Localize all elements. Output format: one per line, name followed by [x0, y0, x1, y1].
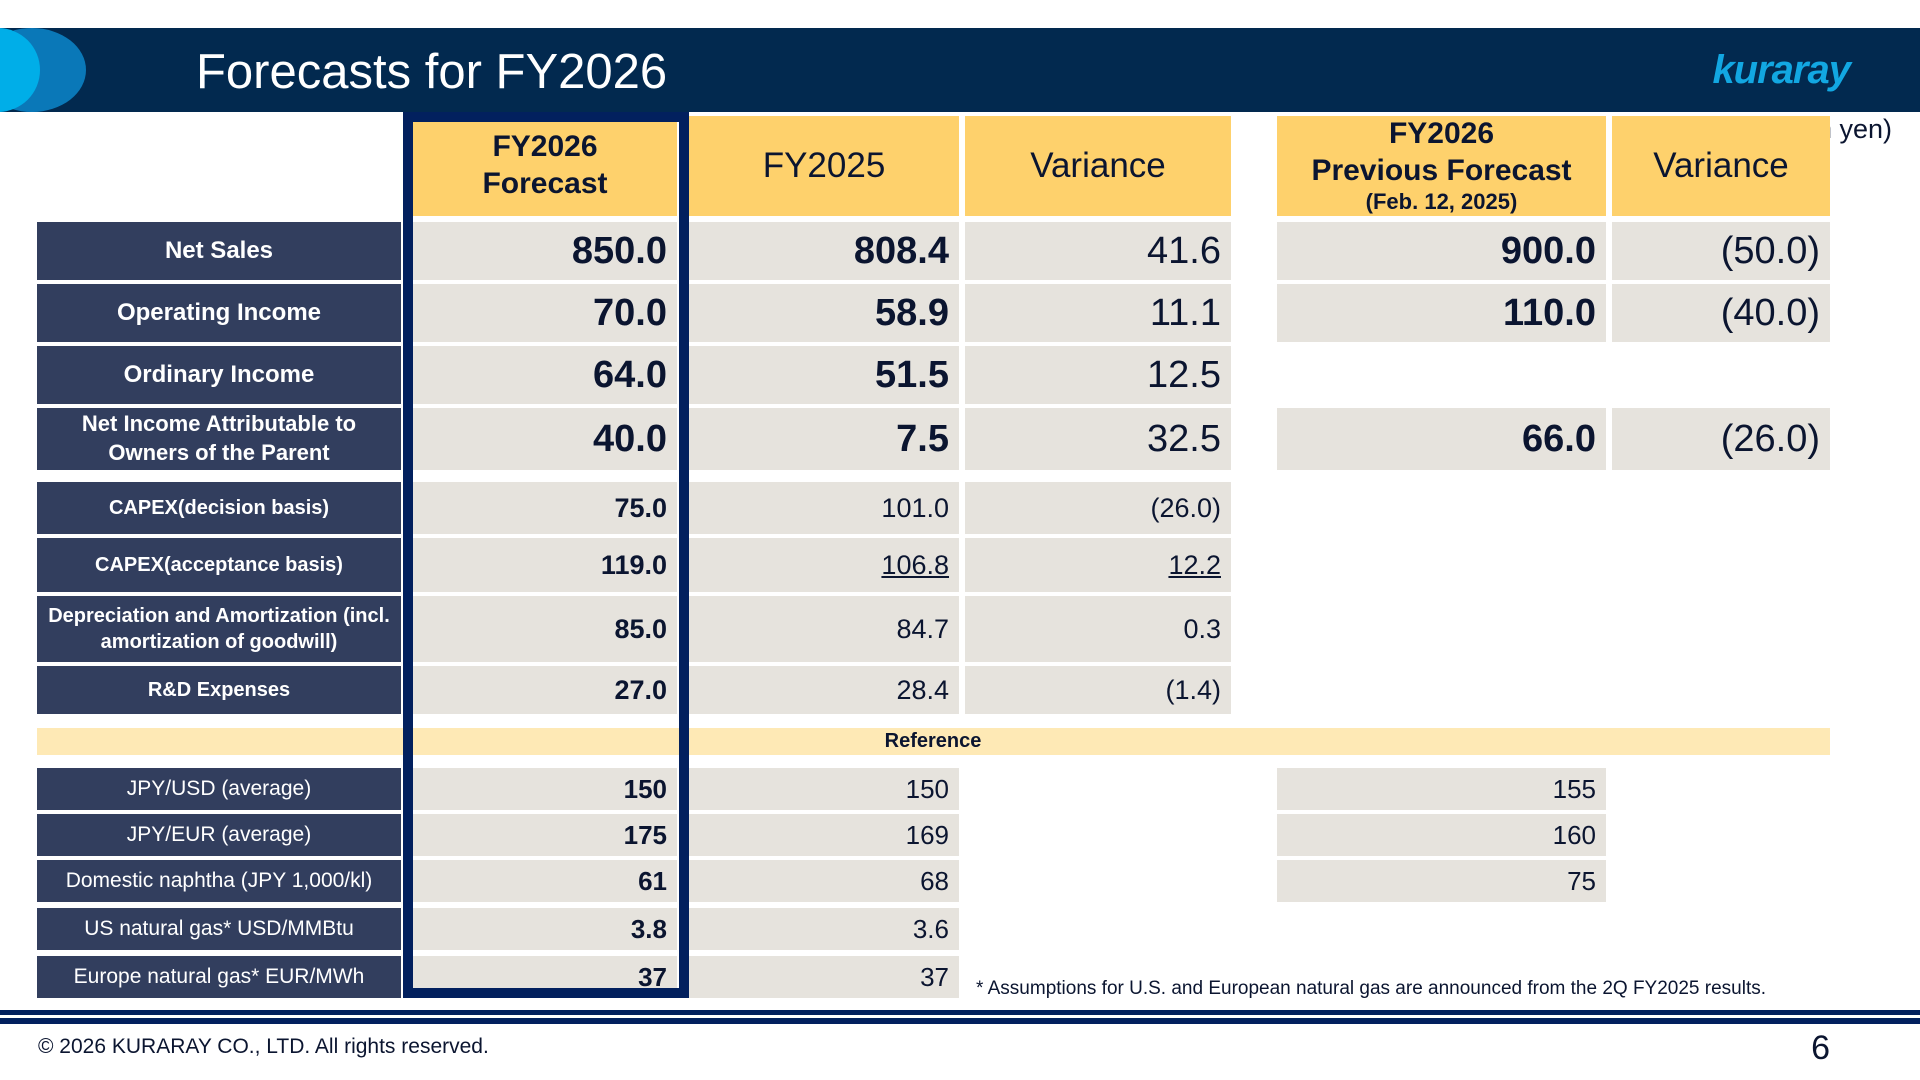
cell-forecast: 85.0	[413, 596, 677, 662]
reference-cell-previous: 75	[1277, 860, 1606, 902]
row-label: Net Income Attributable to Owners of the…	[37, 408, 401, 470]
cell-previous: 66.0	[1277, 408, 1606, 470]
header-previous-variance: Variance	[1612, 116, 1830, 216]
footnote: * Assumptions for U.S. and European natu…	[976, 978, 1767, 999]
cell-forecast: 27.0	[413, 666, 677, 714]
header-previous-date: (Feb. 12, 2025)	[1365, 189, 1518, 215]
reference-cell-previous: 155	[1277, 768, 1606, 810]
cell-forecast: 70.0	[413, 284, 677, 342]
cell-variance: 11.1	[965, 284, 1231, 342]
cell-fy2025: 84.7	[689, 596, 959, 662]
reference-band	[37, 728, 1830, 755]
cell-forecast: 64.0	[413, 346, 677, 404]
cell-fy2025: 106.8	[689, 538, 959, 592]
cell-fy2025: 7.5	[689, 408, 959, 470]
reference-cell-previous: 160	[1277, 814, 1606, 856]
reference-row-label: JPY/USD (average)	[37, 768, 401, 810]
page-number: 6	[1811, 1029, 1830, 1067]
cell-forecast: 119.0	[413, 538, 677, 592]
cell-prev-variance: (26.0)	[1612, 408, 1830, 470]
underlined-value: 12.2	[1168, 549, 1221, 580]
cell-variance: 41.6	[965, 222, 1231, 280]
reference-cell-fy2025: 150	[689, 768, 959, 810]
header-fy2025: FY2025	[689, 116, 959, 216]
copyright-text: © 2026 KURARAY CO., LTD. All rights rese…	[38, 1035, 489, 1058]
header-forecast-line2: Forecast	[482, 167, 608, 200]
header-variance-label: Variance	[1030, 145, 1166, 185]
header-variance: Variance	[965, 116, 1231, 216]
row-label: Net Sales	[37, 222, 401, 280]
reference-cell-forecast: 3.8	[413, 908, 677, 950]
cell-fy2025: 101.0	[689, 482, 959, 534]
cell-previous: 110.0	[1277, 284, 1606, 342]
reference-cell-forecast: 175	[413, 814, 677, 856]
reference-cell-fy2025: 37	[689, 956, 959, 998]
cell-variance: 32.5	[965, 408, 1231, 470]
header-fy2026-forecast: FY2026 Forecast	[413, 116, 677, 216]
header-previous-line1: FY2026	[1388, 117, 1495, 150]
cell-forecast: 850.0	[413, 222, 677, 280]
row-label: Depreciation and Amortization (incl. amo…	[37, 596, 401, 662]
footer-rule	[0, 1010, 1920, 1015]
reference-row-label: US natural gas* USD/MMBtu	[37, 908, 401, 950]
row-label: Operating Income	[37, 284, 401, 342]
cell-prev-variance: (40.0)	[1612, 284, 1830, 342]
reference-row-label: JPY/EUR (average)	[37, 814, 401, 856]
cell-prev-variance: (50.0)	[1612, 222, 1830, 280]
cell-variance: 12.2	[965, 538, 1231, 592]
kuraray-logo: kuraray	[1712, 48, 1851, 92]
row-label: Ordinary Income	[37, 346, 401, 404]
cell-fy2025: 58.9	[689, 284, 959, 342]
cell-fy2025: 808.4	[689, 222, 959, 280]
cell-variance: 12.5	[965, 346, 1231, 404]
cell-fy2025: 51.5	[689, 346, 959, 404]
row-label: CAPEX(decision basis)	[37, 482, 401, 534]
row-label: R&D Expenses	[37, 666, 401, 714]
reference-row-label: Europe natural gas* EUR/MWh	[37, 956, 401, 998]
header-fy2025-label: FY2025	[762, 145, 886, 185]
forecast-column-highlight	[403, 112, 689, 998]
header-prev-variance-label: Variance	[1653, 145, 1789, 185]
cell-fy2025: 28.4	[689, 666, 959, 714]
slide-title: Forecasts for FY2026	[196, 45, 668, 99]
header-previous-forecast: FY2026 Previous Forecast (Feb. 12, 2025)	[1277, 116, 1606, 216]
header-forecast-line1: FY2026	[492, 130, 598, 164]
reference-cell-forecast: 61	[413, 860, 677, 902]
reference-cell-fy2025: 68	[689, 860, 959, 902]
footer-rule-thick	[0, 1018, 1920, 1024]
reference-cell-fy2025: 3.6	[689, 908, 959, 950]
reference-label: Reference	[884, 730, 982, 752]
title-bar	[0, 28, 1920, 112]
cell-forecast: 75.0	[413, 482, 677, 534]
cell-forecast: 40.0	[413, 408, 677, 470]
reference-cell-fy2025: 169	[689, 814, 959, 856]
cell-previous: 900.0	[1277, 222, 1606, 280]
header-previous-line2: Previous Forecast	[1311, 153, 1572, 187]
cell-variance: 0.3	[965, 596, 1231, 662]
cell-variance: (26.0)	[965, 482, 1231, 534]
reference-row-label: Domestic naphtha (JPY 1,000/kl)	[37, 860, 401, 902]
cell-variance: (1.4)	[965, 666, 1231, 714]
row-label: CAPEX(acceptance basis)	[37, 538, 401, 592]
reference-cell-forecast: 150	[413, 768, 677, 810]
underlined-value: 106.8	[881, 549, 949, 580]
